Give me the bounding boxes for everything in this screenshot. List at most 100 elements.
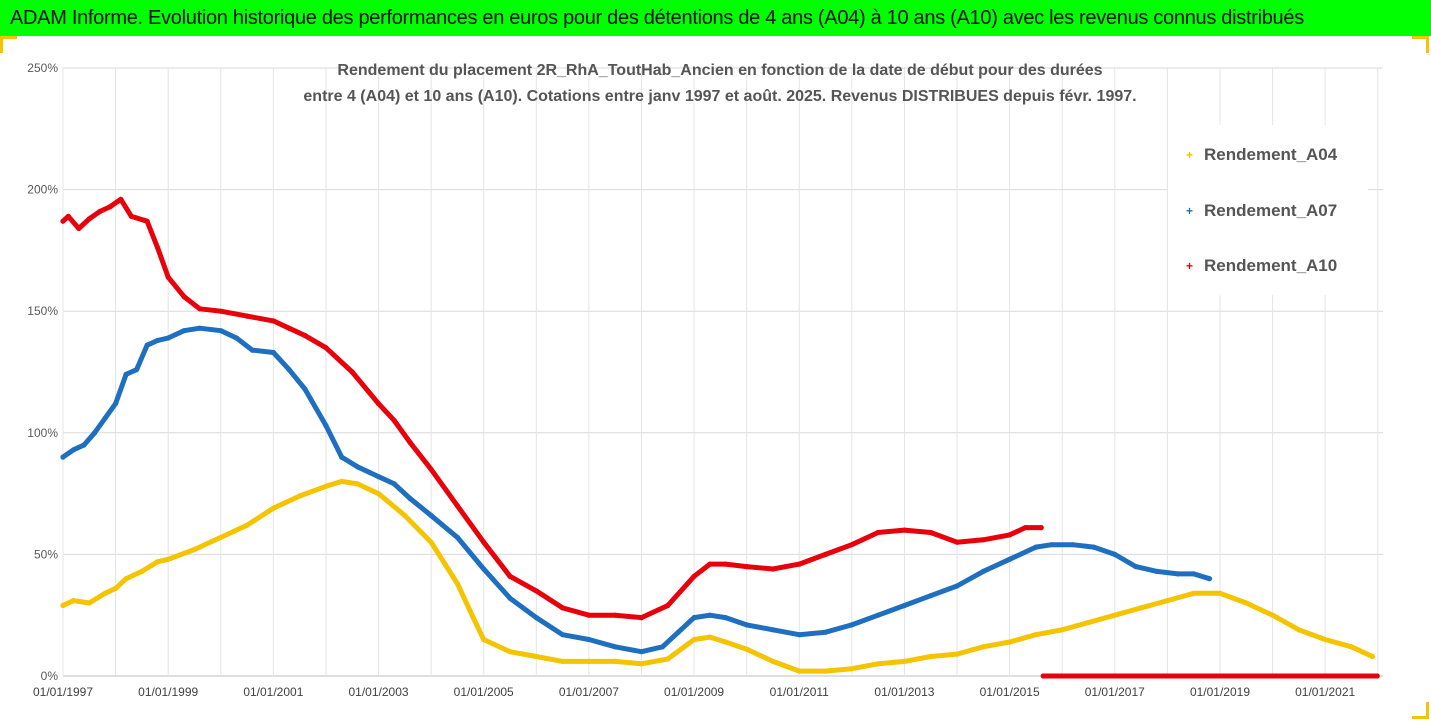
data-point: [323, 345, 329, 351]
series-Rendement_A04: [60, 478, 1376, 674]
frame-corner-bottom-right: [1412, 702, 1429, 719]
data-point: [659, 644, 666, 650]
report-title: ADAM Informe. Evolution historique des p…: [10, 7, 1304, 29]
data-point: [286, 367, 292, 373]
data-point: [81, 442, 87, 448]
x-tick-label: 01/01/2015: [980, 685, 1040, 699]
data-point: [454, 581, 460, 587]
y-tick-label: 250%: [27, 61, 58, 75]
data-point: [638, 661, 645, 667]
data-point: [354, 481, 361, 487]
data-point: [302, 332, 308, 339]
data-point: [354, 464, 361, 470]
data-point: [665, 602, 671, 609]
data-point: [638, 615, 645, 621]
data-point: [691, 636, 697, 643]
data-point: [218, 328, 224, 334]
x-tick-label: 01/01/1997: [33, 685, 93, 699]
x-tick-label: 01/01/2005: [454, 685, 514, 699]
data-point: [1049, 542, 1055, 548]
data-point: [1091, 544, 1097, 550]
data-point: [144, 342, 150, 348]
data-point: [375, 474, 382, 480]
data-point: [1322, 636, 1328, 643]
x-tick-label: 01/01/2007: [559, 685, 619, 699]
legend-marker-a10: +: [1186, 259, 1194, 273]
data-point: [113, 585, 119, 592]
data-point: [707, 561, 713, 567]
data-point: [507, 573, 513, 579]
data-point: [76, 225, 82, 232]
frame-corner-top-right: [1412, 36, 1429, 53]
data-point: [954, 651, 960, 657]
data-point: [323, 483, 329, 489]
data-point: [391, 418, 397, 424]
data-point: [638, 649, 645, 655]
data-point: [155, 337, 161, 343]
data-point: [181, 328, 187, 334]
chart-legend: + Rendement_A04 + Rendement_A07 + Rendem…: [1168, 125, 1368, 295]
data-point: [770, 627, 776, 633]
data-point: [1206, 576, 1213, 582]
data-point: [270, 318, 276, 324]
data-point: [60, 218, 66, 224]
data-point: [849, 666, 855, 672]
data-point: [691, 573, 697, 579]
data-point: [1369, 653, 1376, 660]
data-point: [1296, 627, 1302, 633]
x-tick-label: 01/01/2013: [874, 685, 934, 699]
data-point: [407, 495, 413, 502]
data-point: [70, 447, 77, 453]
data-point: [612, 658, 618, 665]
data-point: [249, 347, 255, 353]
data-point: [1112, 551, 1118, 558]
y-axis-tick-labels: 0% 50% 100% 150% 200% 250%: [27, 61, 58, 683]
data-point: [586, 612, 592, 618]
x-tick-label: 01/01/2001: [243, 685, 303, 699]
data-point: [1059, 627, 1065, 633]
data-point: [928, 593, 934, 599]
data-point: [197, 306, 203, 312]
data-point: [928, 653, 934, 660]
data-point: [375, 401, 382, 407]
data-point: [65, 213, 71, 219]
data-point: [1133, 564, 1139, 570]
data-point: [339, 454, 345, 460]
data-point: [481, 539, 487, 545]
data-point: [1175, 571, 1181, 577]
data-point: [744, 622, 750, 628]
data-point: [723, 615, 729, 621]
data-point: [849, 622, 855, 628]
data-point: [233, 335, 240, 341]
data-point: [102, 590, 108, 596]
data-point: [1040, 673, 1046, 679]
data-point: [70, 598, 77, 604]
data-point: [97, 208, 103, 215]
x-tick-label: 01/01/2011: [770, 685, 829, 699]
data-point: [323, 422, 329, 429]
chart-title: Rendement du placement 2R_RhA_ToutHab_An…: [337, 62, 1103, 79]
data-point: [707, 634, 713, 640]
legend-item-a10: + Rendement_A10: [1186, 256, 1338, 276]
legend-label-a04: Rendement_A04: [1204, 145, 1338, 164]
data-point: [707, 612, 713, 618]
series-line: [60, 325, 1212, 655]
x-tick-label: 01/01/2009: [664, 685, 724, 699]
data-point: [60, 602, 66, 609]
data-point: [560, 658, 566, 665]
data-point: [980, 537, 986, 543]
data-point: [297, 493, 303, 499]
data-point: [1154, 568, 1160, 575]
data-point: [407, 439, 413, 446]
data-point: [86, 216, 92, 222]
data-point: [1374, 673, 1380, 679]
data-point: [1033, 544, 1039, 550]
chart-gridlines: [62, 67, 1383, 677]
x-tick-label: 01/01/2017: [1085, 685, 1145, 699]
data-point: [165, 274, 171, 280]
legend-label-a10: Rendement_A10: [1204, 256, 1338, 275]
data-point: [533, 588, 539, 594]
data-point: [191, 546, 198, 553]
data-point: [481, 566, 487, 572]
y-tick-label: 200%: [27, 183, 58, 197]
